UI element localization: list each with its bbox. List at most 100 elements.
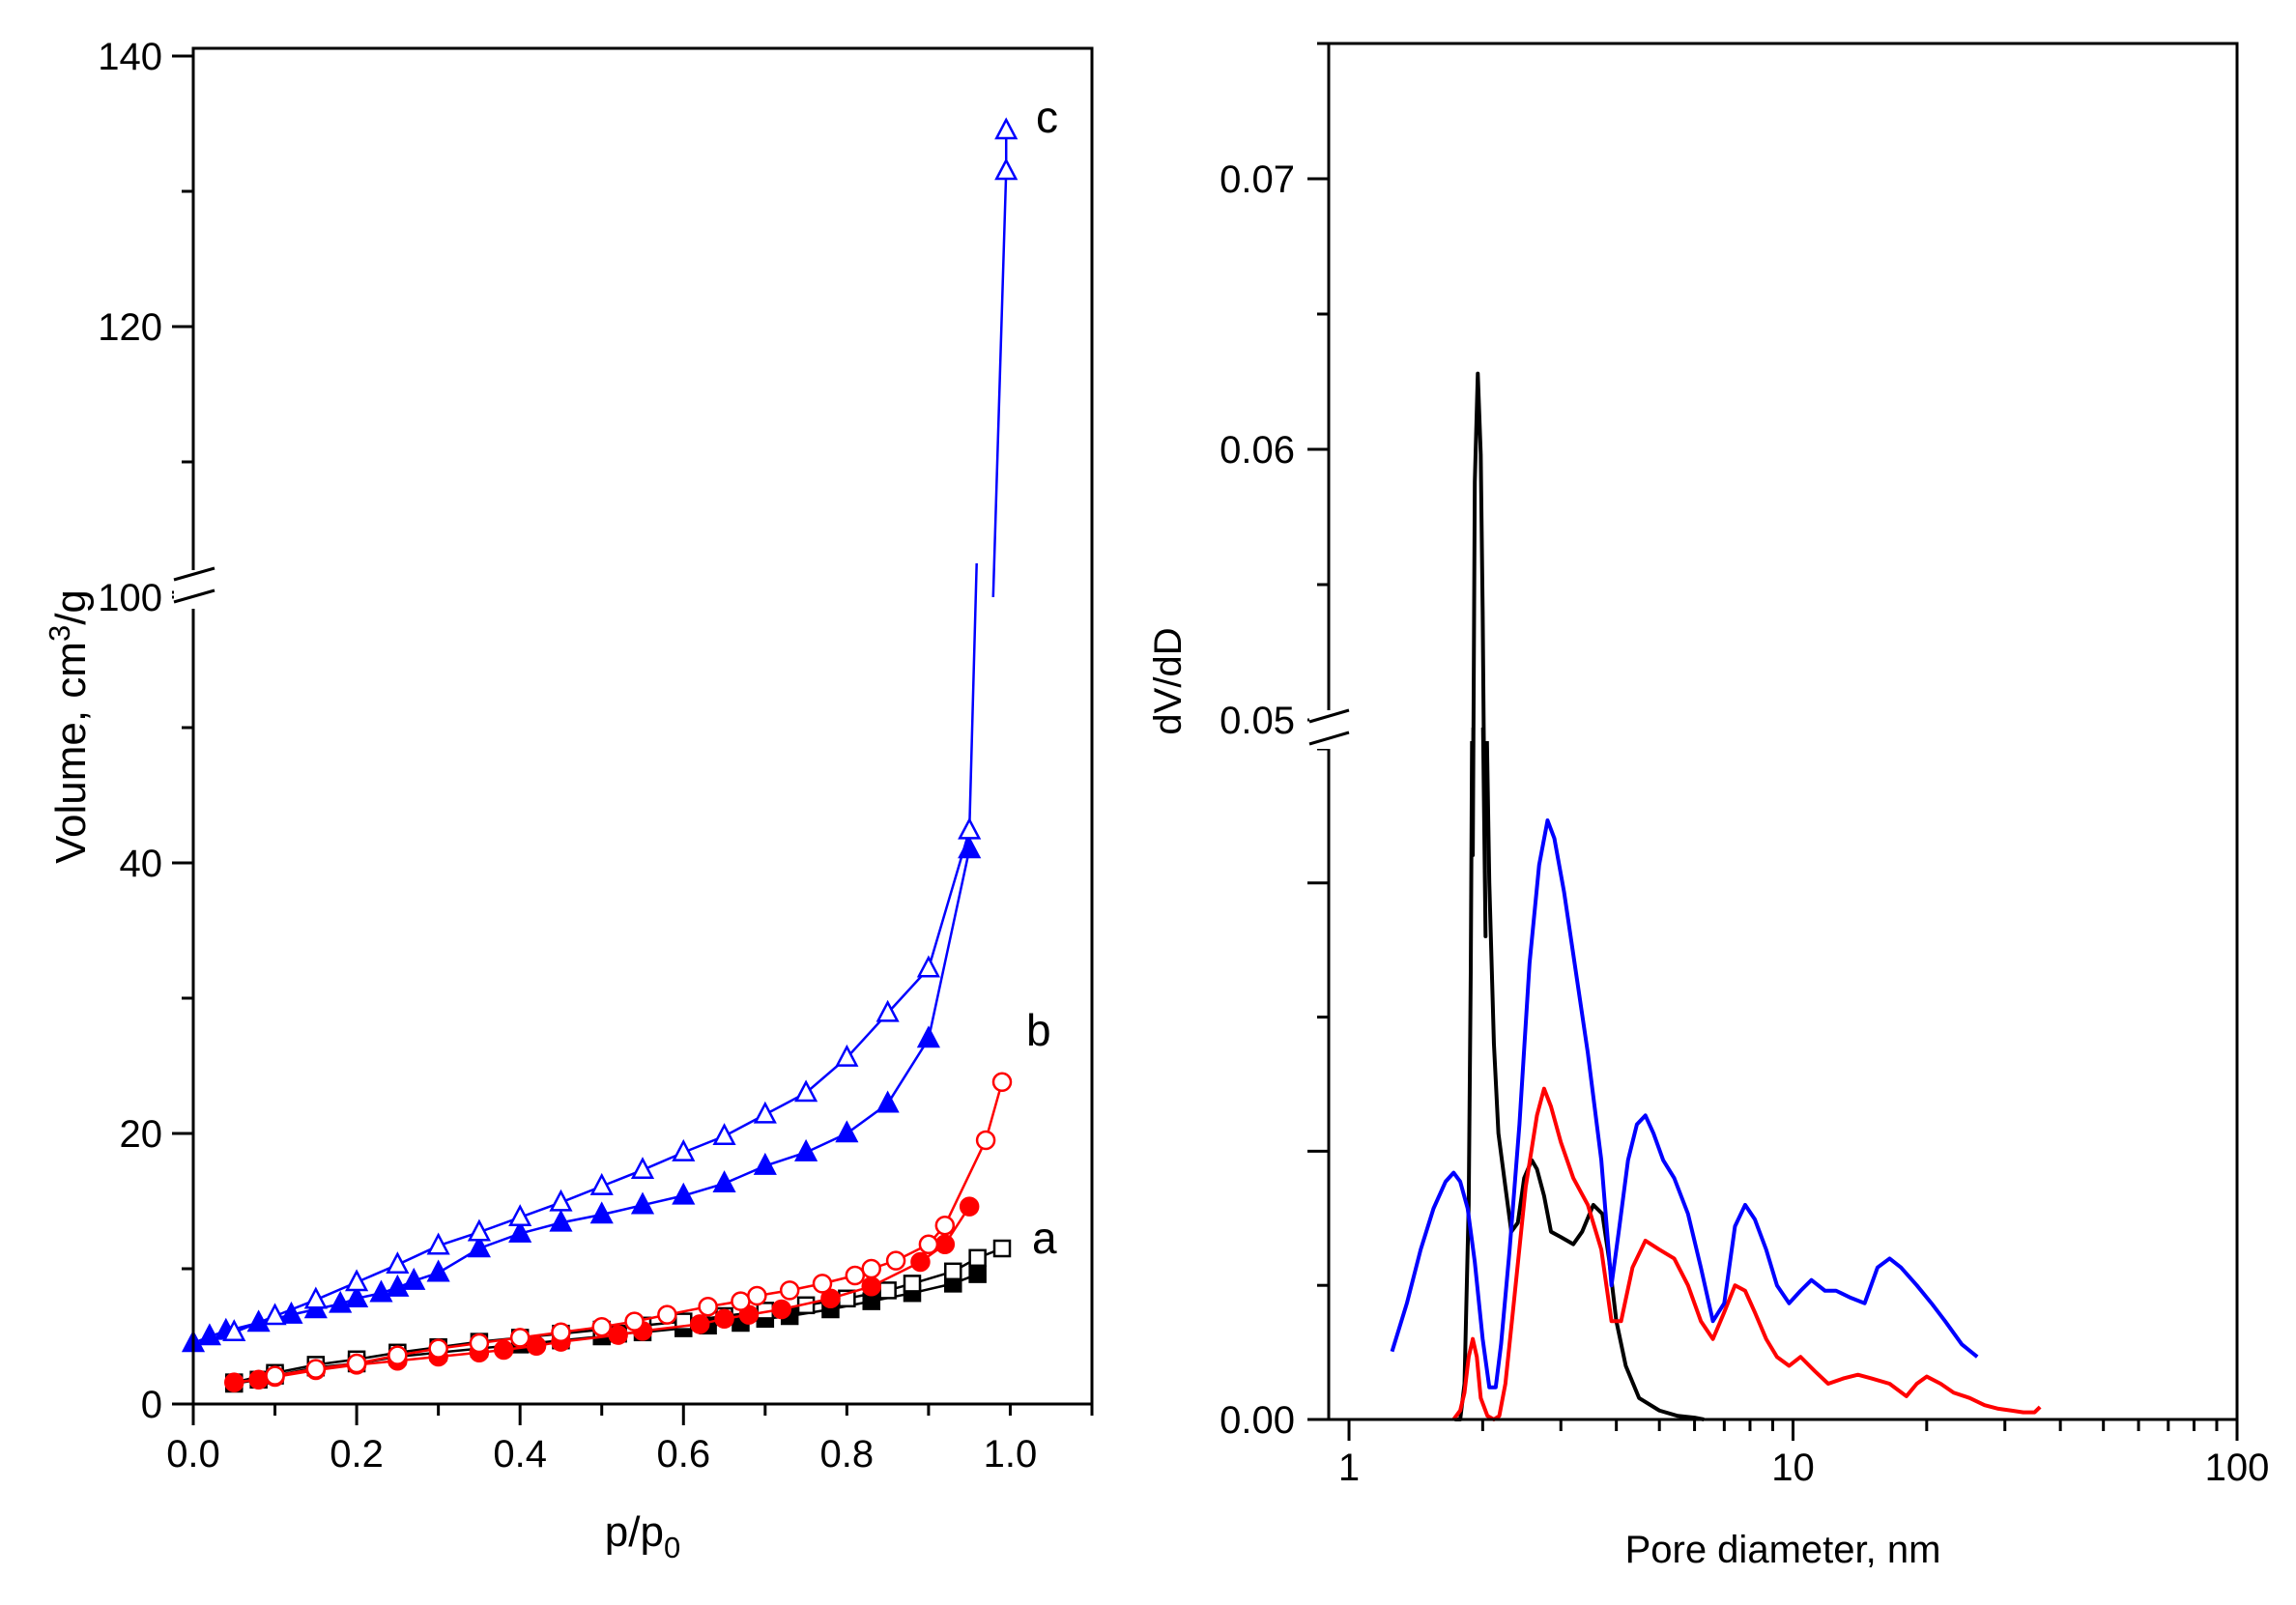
data-point [753, 1152, 777, 1175]
left-y-tick-label: 120 [98, 306, 162, 349]
left-y-tick-label: 140 [98, 36, 162, 78]
right-series-b [1451, 1086, 2042, 1421]
data-point [812, 1274, 833, 1294]
data-point [265, 1365, 285, 1386]
data-point [878, 1281, 897, 1300]
data-point [387, 1345, 408, 1365]
data-point [589, 1201, 614, 1224]
data-point [589, 1172, 614, 1195]
data-point [794, 1138, 818, 1161]
right-y-tick-label: 0.06 [1220, 429, 1295, 472]
data-point [630, 1157, 655, 1180]
left-x-tick-label: 0.4 [493, 1433, 547, 1476]
data-point [303, 1286, 328, 1309]
data-point [747, 1285, 767, 1306]
series-line [234, 1205, 971, 1384]
data-point [794, 1079, 818, 1103]
right-x-tick-label: 100 [2205, 1447, 2270, 1489]
data-point [386, 1251, 410, 1275]
right-series-c [1390, 818, 1979, 1390]
data-point [968, 1248, 987, 1268]
right-series [1390, 371, 2042, 1421]
left-plot-frame [191, 46, 1094, 1406]
series-line [233, 130, 1008, 1333]
left-x-axis-label: p/p0 [605, 1508, 680, 1564]
data-point [903, 1275, 922, 1293]
left-x-tick-label: 1.0 [984, 1433, 1038, 1476]
data-point [467, 1235, 491, 1258]
right-y-tick-label: 0.00 [1220, 1399, 1295, 1442]
data-point [248, 1369, 269, 1390]
data-point [426, 1232, 450, 1255]
data-point [467, 1218, 491, 1242]
left-axis-break [173, 566, 215, 609]
data-point [369, 1279, 393, 1303]
right-panel: 1 10 100 0.00 0.05 0.06 0.07 Pore diameter, nm… [1147, 42, 2270, 1571]
data-point [875, 999, 900, 1022]
data-point [934, 1234, 956, 1255]
right-x-axis-label: Pore diameter, nm [1625, 1529, 1941, 1571]
data-point [916, 1025, 940, 1048]
data-point [608, 1325, 628, 1345]
data-point [845, 1265, 866, 1286]
data-point [753, 1101, 777, 1124]
left-y-axis-label: Volume, cm3/g [43, 589, 95, 864]
left-x-ticks [191, 1404, 1094, 1425]
data-point [469, 1333, 490, 1354]
data-point [305, 1359, 327, 1379]
data-point [820, 1288, 841, 1309]
data-point [526, 1335, 547, 1357]
data-point [345, 1285, 369, 1308]
data-point [549, 1209, 573, 1232]
data-point [992, 1239, 1012, 1258]
data-point [918, 1234, 939, 1255]
data-point [835, 1044, 859, 1067]
data-point [386, 1274, 410, 1297]
data-point [958, 817, 982, 840]
left-x-tick-label: 0.0 [166, 1433, 220, 1476]
data-point [509, 1328, 531, 1348]
data-point [630, 1191, 655, 1215]
left-x-tick-label: 0.2 [330, 1433, 384, 1476]
left-x-tick-label: 0.8 [820, 1433, 875, 1476]
left-panel: 0.0 0.2 0.4 0.6 0.8 1.0 0 20 40 100 120 140 p/p0 Vo… [43, 36, 1094, 1564]
curve-label-a: a [1032, 1213, 1057, 1263]
data-point [624, 1311, 645, 1332]
right-y-tick-label: 0.07 [1220, 158, 1295, 201]
left-y-tick-label: 0 [141, 1384, 162, 1426]
right-x-tick-label: 10 [1771, 1447, 1815, 1489]
data-point [672, 1138, 696, 1161]
data-point [835, 1120, 859, 1143]
data-point [345, 1269, 369, 1292]
data-point [994, 117, 1019, 140]
right-y-tick-label: 0.05 [1220, 700, 1295, 742]
right-axis-break [1308, 708, 1350, 749]
data-point [222, 1319, 246, 1342]
data-point [714, 1308, 734, 1330]
data-point [861, 1275, 881, 1297]
data-point [959, 1196, 980, 1217]
data-point [279, 1301, 303, 1324]
left-y-tick-label: 100 [98, 577, 162, 619]
data-point [875, 1090, 900, 1113]
data-point [657, 1304, 677, 1325]
data-point [975, 1130, 996, 1151]
data-point [779, 1280, 800, 1301]
right-plot-frame [1327, 42, 2239, 1421]
data-point [698, 1296, 718, 1317]
data-point [910, 1251, 931, 1273]
data-point [731, 1291, 751, 1311]
data-point [968, 1265, 987, 1283]
right-x-tick-label: 1 [1338, 1447, 1360, 1489]
data-point [494, 1339, 514, 1361]
left-y-ticks [172, 54, 193, 1406]
data-point [672, 1182, 696, 1205]
curve-label-b: b [1026, 1005, 1051, 1055]
data-point [428, 1338, 448, 1359]
data-point [551, 1322, 571, 1343]
data-point [861, 1258, 881, 1279]
data-point [402, 1267, 426, 1290]
left-y-tick-label: 40 [120, 843, 163, 885]
data-point [689, 1314, 710, 1334]
